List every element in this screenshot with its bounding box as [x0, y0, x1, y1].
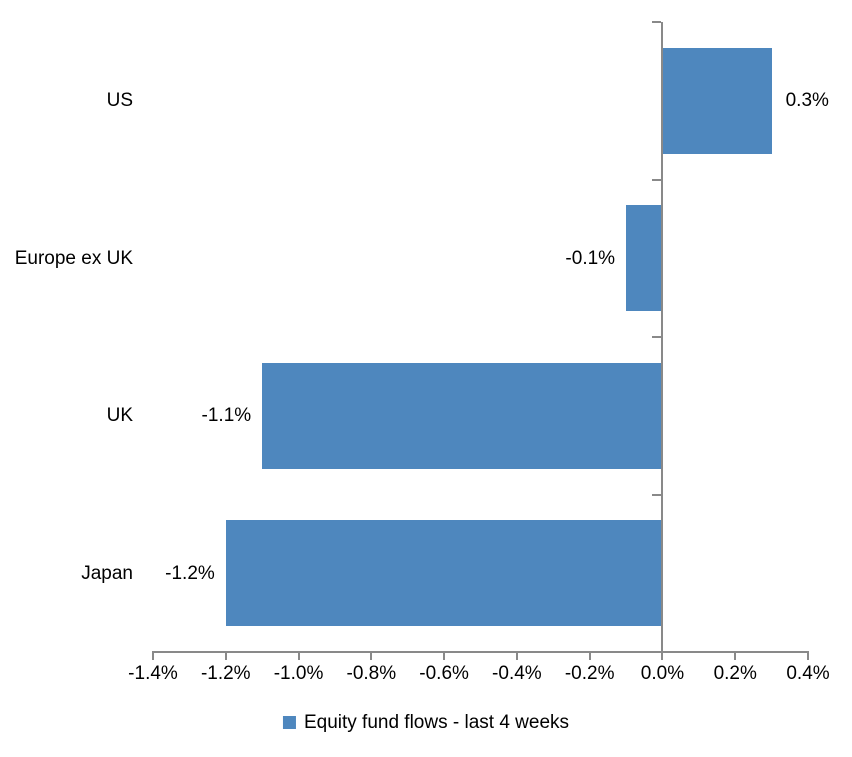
value-axis-tick-label: -0.6% [419, 663, 469, 684]
category-label: Japan [81, 562, 133, 584]
value-axis-tick-label: -1.4% [128, 663, 178, 684]
category-label: UK [106, 405, 133, 427]
value-axis-tick [370, 651, 373, 660]
value-axis-tick [588, 651, 591, 660]
value-axis-tick [661, 651, 664, 660]
value-axis-tick-label: -0.2% [564, 663, 615, 684]
category-tick [652, 21, 662, 23]
category-tick [652, 336, 662, 338]
value-axis-tick [515, 651, 518, 660]
category-label: Europe ex UK [14, 247, 133, 269]
data-label: -1.2% [165, 562, 215, 584]
data-label: 0.3% [785, 90, 829, 112]
value-axis-tick [152, 651, 154, 660]
bar-us [662, 47, 772, 154]
value-axis-tick-label: 0.4% [786, 663, 830, 684]
value-axis-tick-label: 0.2% [713, 663, 757, 684]
category-tick [652, 178, 662, 181]
value-axis-tick [443, 651, 446, 660]
value-axis-tick-label: 0.0% [640, 663, 685, 684]
value-axis-line [152, 651, 809, 653]
category-tick [652, 493, 662, 496]
bar-europe-ex-uk [626, 205, 663, 312]
value-axis-tick-label: -0.4% [492, 663, 542, 684]
legend-label: Equity fund flows - last 4 weeks [303, 712, 570, 733]
category-label: US [106, 90, 133, 112]
category-axis-line [661, 22, 664, 652]
value-axis-tick-label: -0.8% [346, 663, 397, 684]
data-label: -0.1% [565, 247, 616, 269]
value-axis-tick [807, 651, 809, 660]
legend-marker-icon [282, 716, 296, 729]
legend: Equity fund flows - last 4 weeks [282, 712, 570, 733]
bar-japan [225, 520, 663, 627]
bar-uk [262, 362, 663, 469]
value-axis-tick [224, 651, 227, 660]
data-label: -1.1% [201, 405, 252, 427]
value-axis-tick [734, 651, 737, 660]
value-axis-tick-label: -1.2% [200, 663, 251, 684]
value-axis-tick [297, 651, 300, 660]
value-axis-tick-label: -1.0% [273, 663, 324, 684]
